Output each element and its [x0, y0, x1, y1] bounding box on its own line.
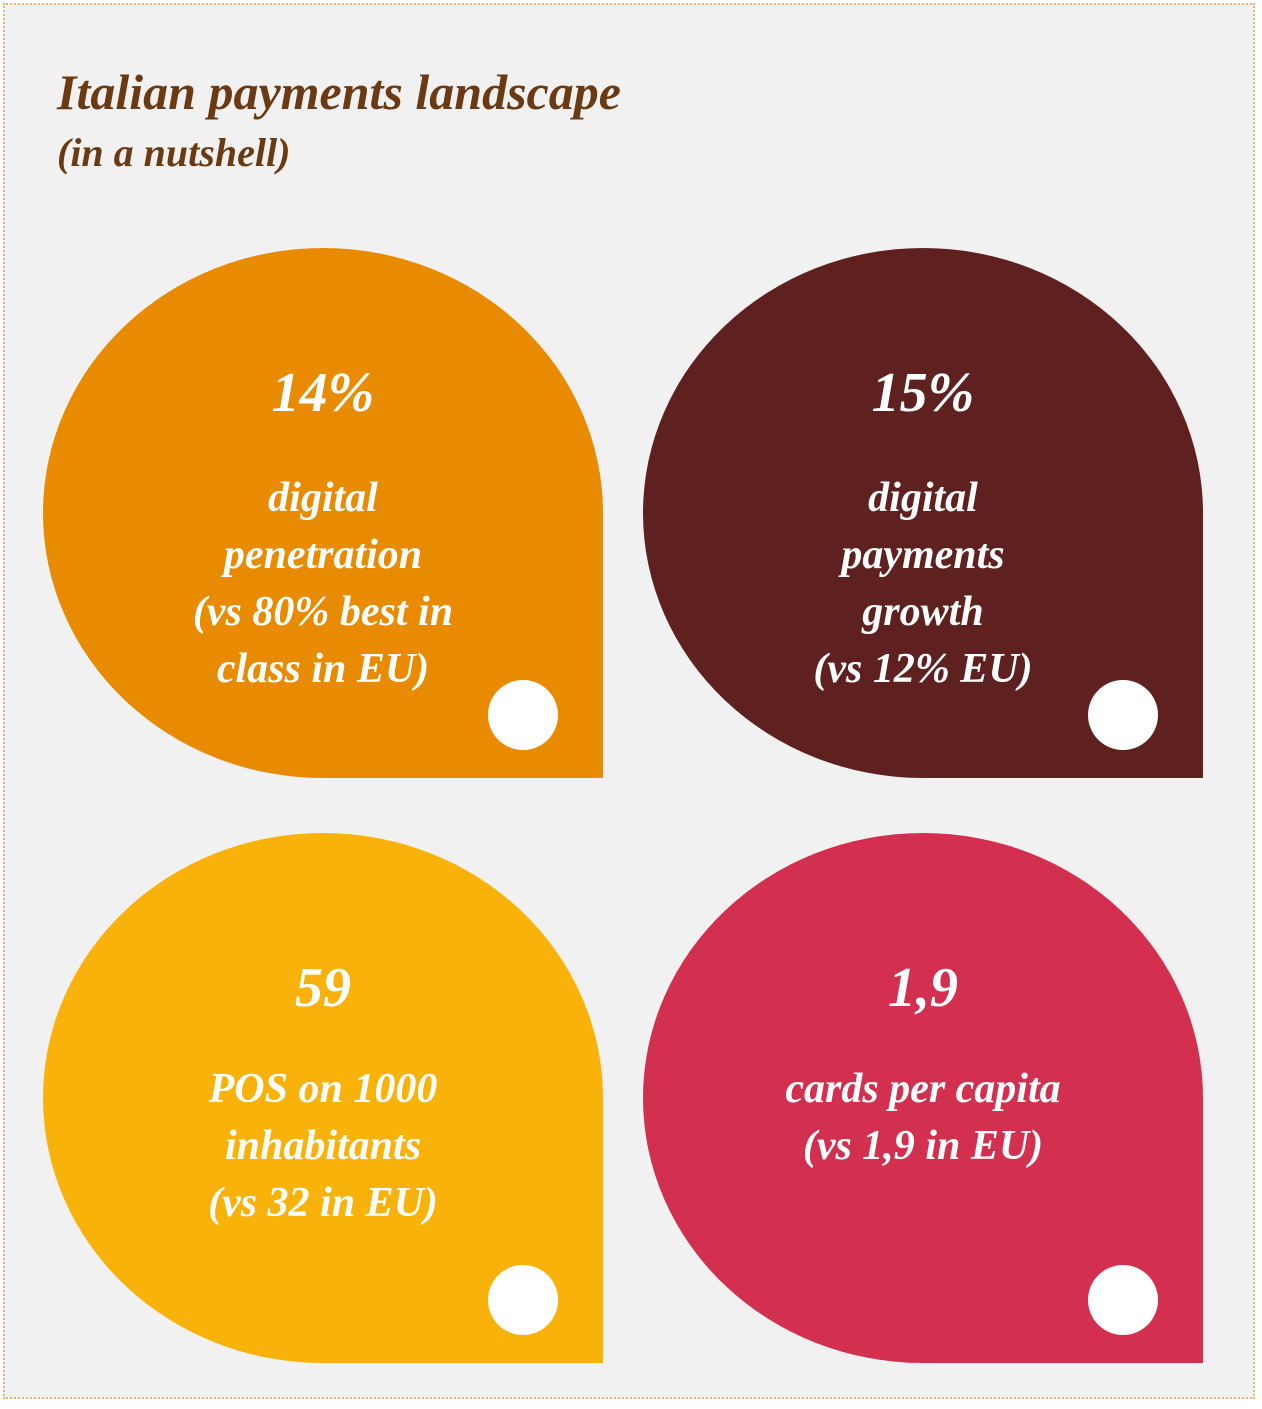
description-line: POS on 1000 [208, 1066, 438, 1112]
subtitle: (in a nutshell) [57, 130, 291, 175]
description-line: digital [268, 475, 378, 521]
stat-tile: 14% digital penetration (vs 80% best in clas… [43, 248, 603, 778]
stat-tile: 1,9 cards per capita (vs 1,9 in EU) [643, 833, 1203, 1363]
stat-description: cards per capita (vs 1,9 in EU) [643, 1061, 1203, 1175]
description-line: (vs 32 in EU) [208, 1180, 438, 1226]
description-line: (vs 1,9 in EU) [802, 1123, 1044, 1169]
description-line: (vs 12% EU) [813, 646, 1033, 692]
stat-description: digital penetration (vs 80% best in class i… [43, 470, 603, 698]
stat-value: 59 [295, 957, 351, 1019]
infographic: Italian payments landscape (in a nutshel… [3, 3, 1255, 1399]
stat-value: 1,9 [888, 957, 958, 1019]
description-line: (vs 80% best in [192, 589, 454, 635]
description-line: class in EU) [216, 646, 430, 692]
description-line: growth [862, 589, 984, 635]
description-line: cards per capita [785, 1066, 1061, 1112]
decor-dot [488, 1265, 558, 1335]
stat-value: 14% [271, 362, 375, 424]
stat-tile: 15% digital payments growth (vs 12% EU) [643, 248, 1203, 778]
decor-dot [1088, 680, 1158, 750]
stat-tile: 59 POS on 1000 inhabitants (vs 32 in EU) [43, 833, 603, 1363]
title: Italian payments landscape [57, 64, 621, 120]
description-line: inhabitants [224, 1123, 422, 1169]
stat-description: digital payments growth (vs 12% EU) [643, 470, 1203, 698]
description-line: penetration [223, 532, 423, 578]
description-line: payments [841, 532, 1005, 578]
decor-dot [1088, 1265, 1158, 1335]
stat-description: POS on 1000 inhabitants (vs 32 in EU) [43, 1061, 603, 1232]
stat-value: 15% [871, 362, 975, 424]
decor-dot [488, 680, 558, 750]
description-line: digital [868, 475, 978, 521]
